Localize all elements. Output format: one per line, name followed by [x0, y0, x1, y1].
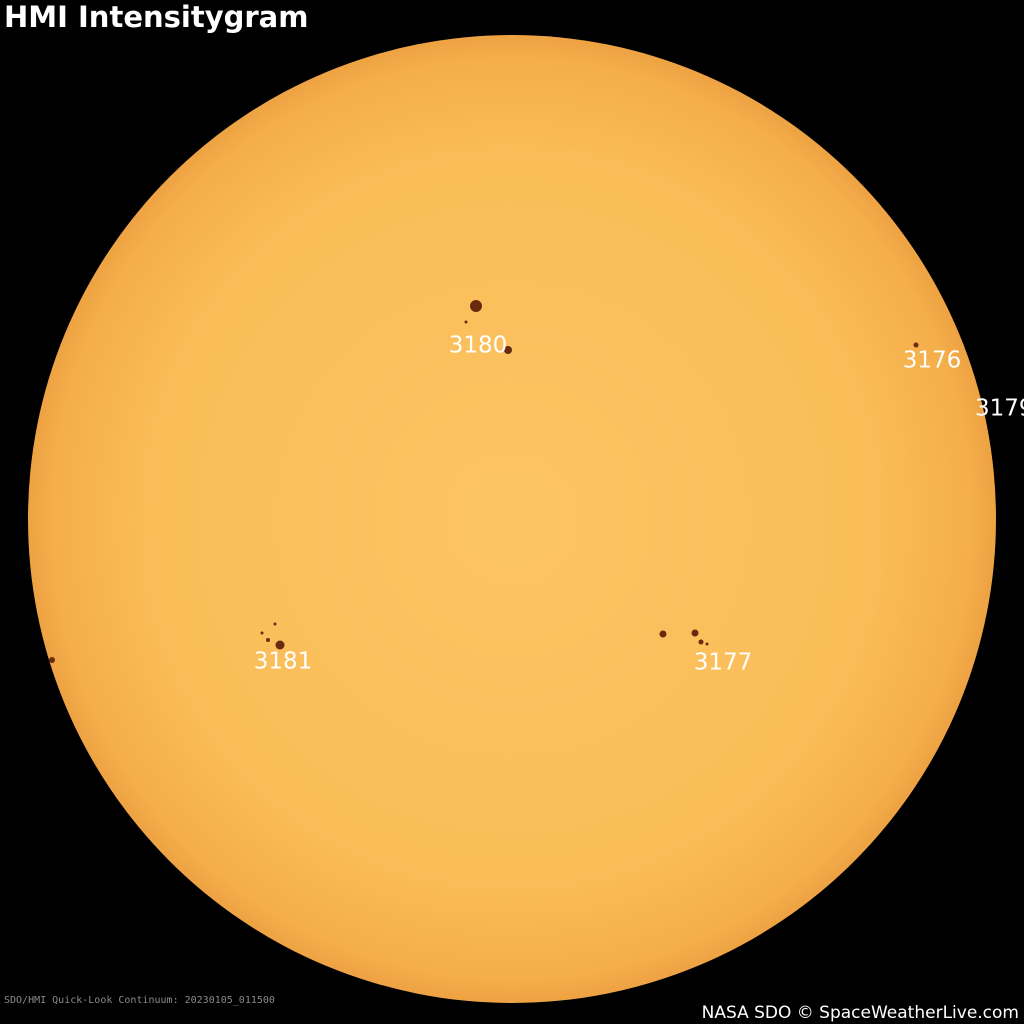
region-label: 3181 [254, 649, 313, 675]
sunspot [273, 622, 277, 626]
region-label: 3177 [694, 650, 753, 676]
sunspot [705, 642, 709, 646]
sunspot [691, 629, 699, 637]
title: HMI Intensitygram [4, 0, 308, 34]
region-label: 3180 [449, 333, 508, 359]
sunspot [470, 300, 482, 312]
sunspot [698, 639, 704, 645]
sunspot [49, 657, 55, 663]
region-label: 3179 [975, 396, 1024, 422]
footer-left: SDO/HMI Quick-Look Continuum: 20230105_0… [4, 995, 275, 1006]
sunspot [464, 320, 468, 324]
sunspot [504, 346, 512, 354]
sunspots [49, 300, 919, 663]
footer-right: NASA SDO © SpaceWeatherLive.com [702, 1003, 1019, 1023]
sunspot [913, 342, 919, 348]
sunspot [275, 640, 285, 650]
sunspot [260, 631, 264, 635]
sun-disk [28, 35, 996, 1003]
sunspot [659, 630, 667, 638]
sunspot [266, 638, 270, 642]
region-label: 3176 [903, 348, 962, 374]
